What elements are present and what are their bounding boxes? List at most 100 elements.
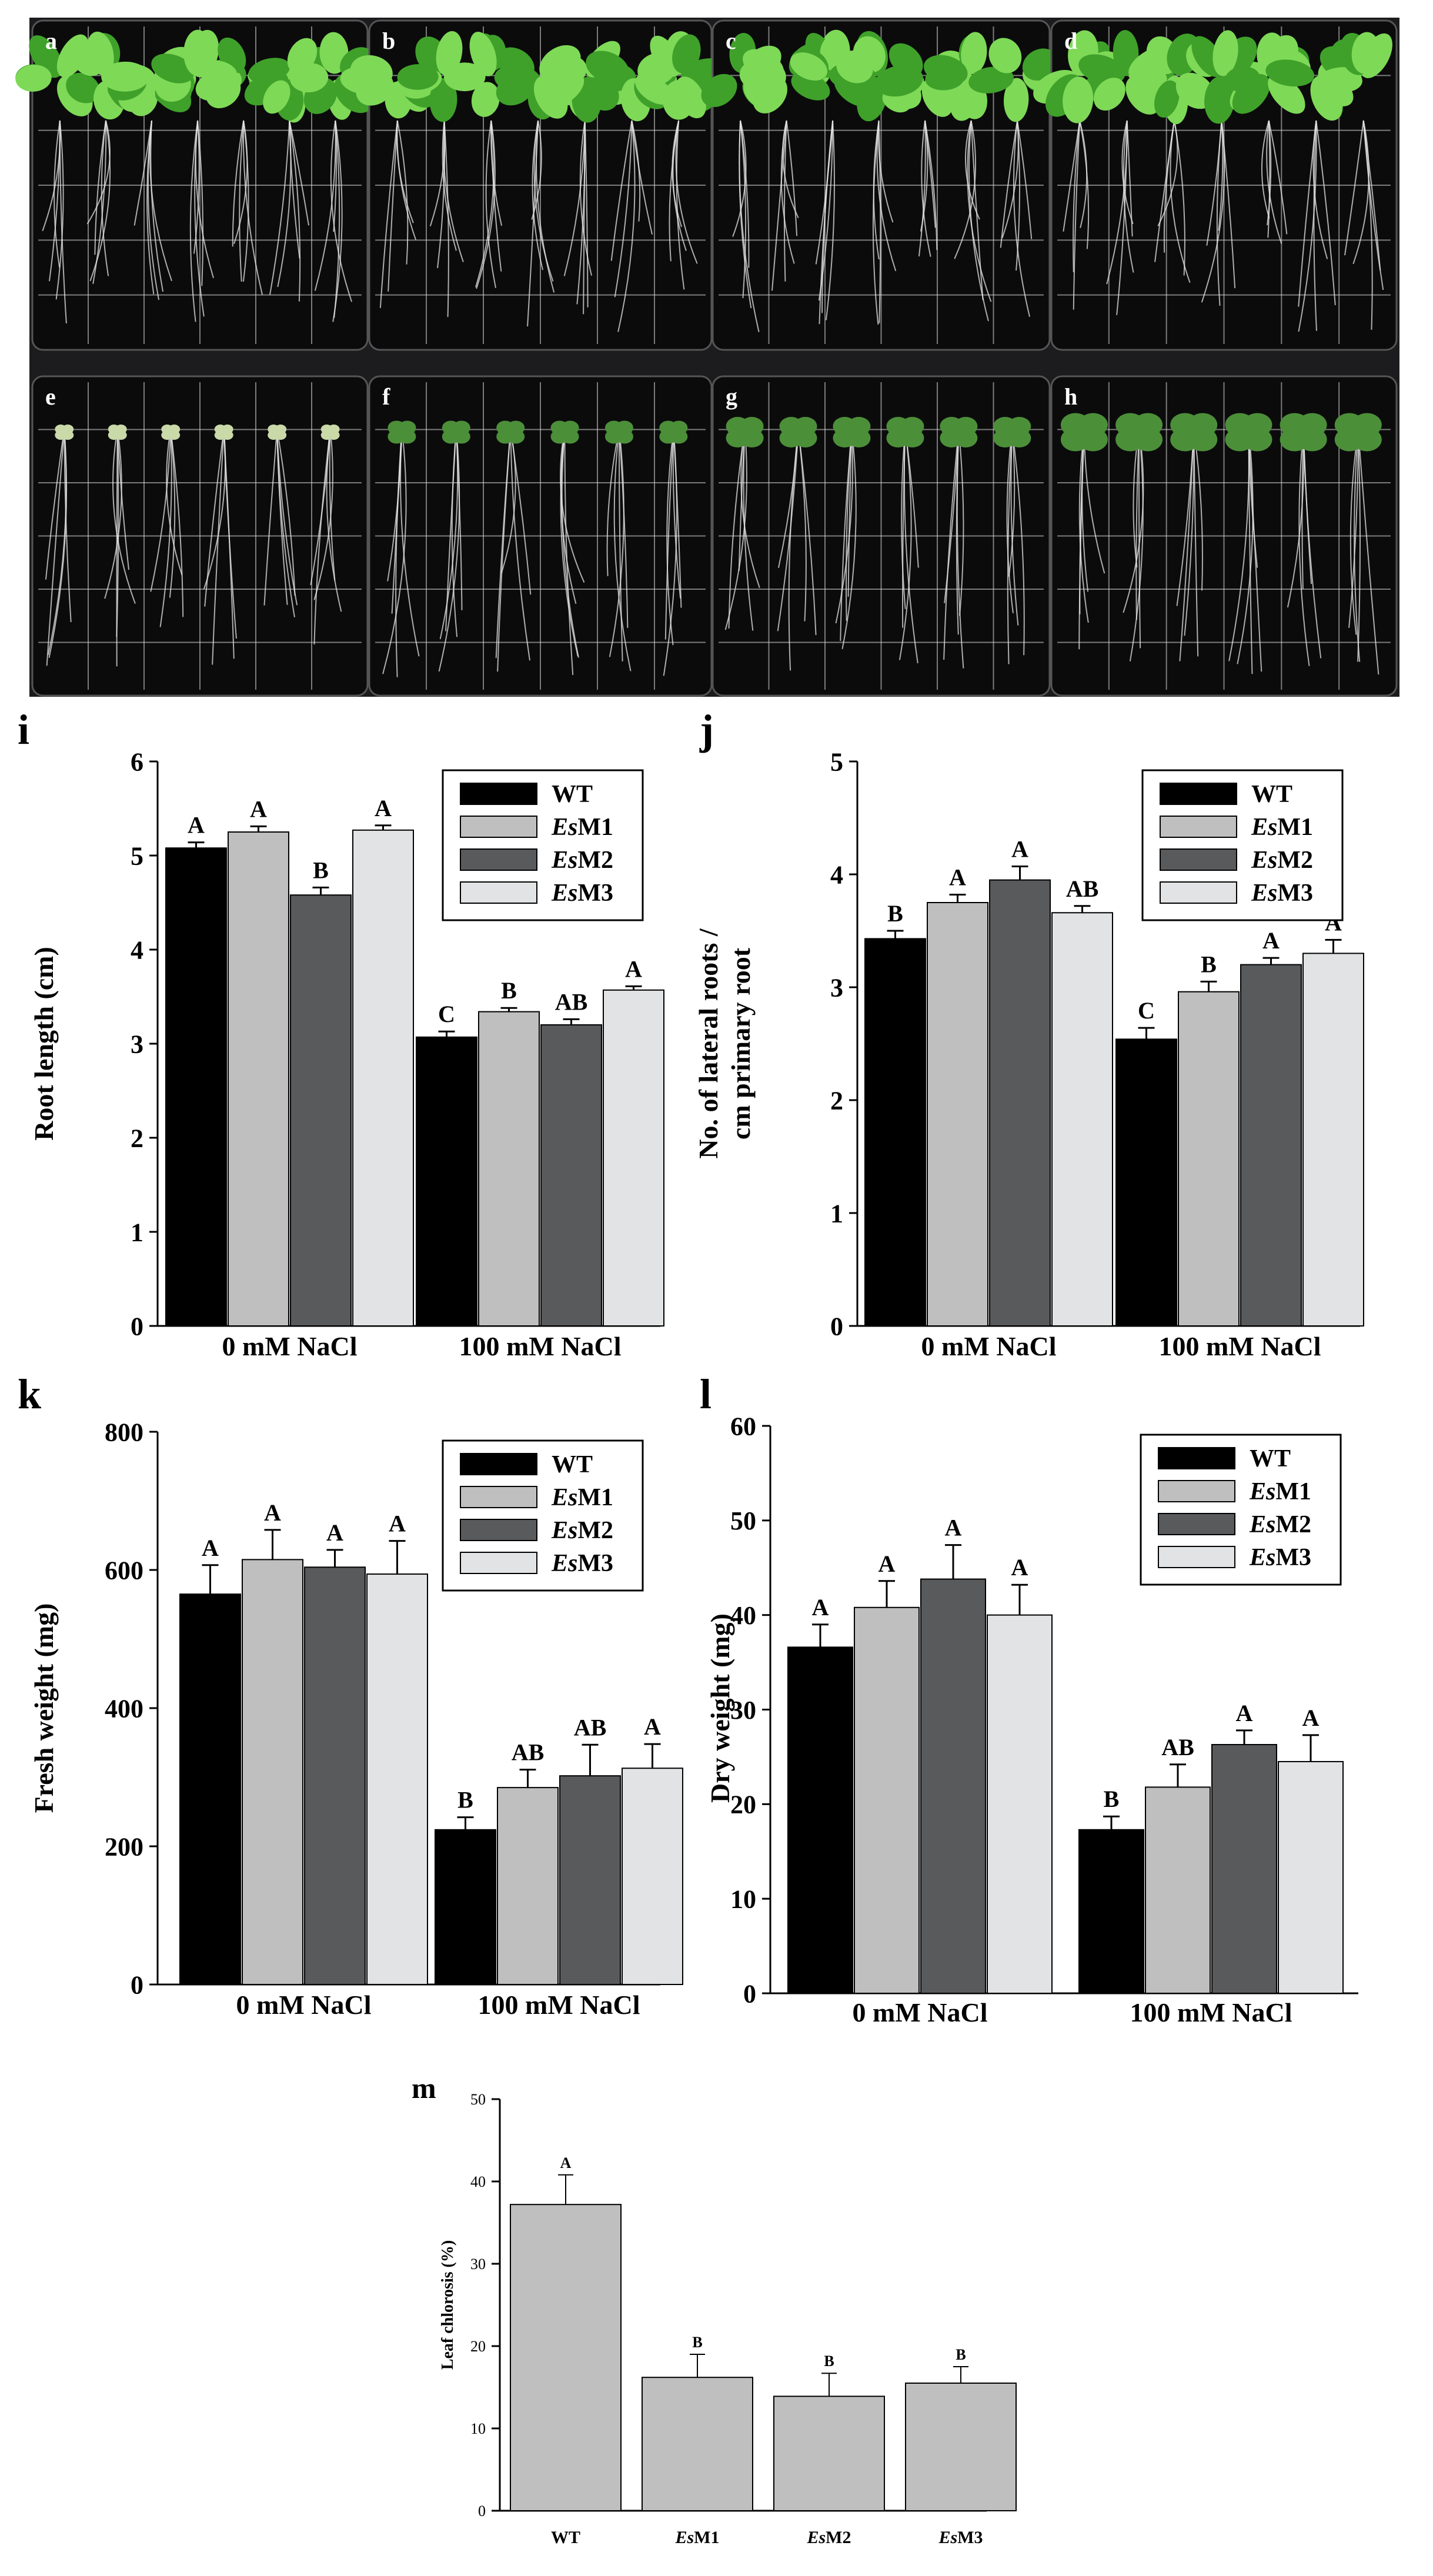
seedling-root — [956, 429, 964, 669]
seedling-leaf — [875, 65, 923, 97]
seedling-root — [1348, 429, 1359, 628]
seedling-root — [330, 120, 353, 302]
seedling-root — [1081, 429, 1089, 592]
photo-panel-b: b — [350, 19, 729, 351]
y-tick-label: 0 — [743, 1979, 756, 2008]
seedling-root — [133, 120, 153, 226]
seedling-leaf — [672, 34, 701, 74]
photo-panel-label: e — [45, 383, 56, 410]
seedling-leaf — [1268, 74, 1305, 114]
bar-EsM1 — [478, 1011, 540, 1327]
legend-swatch — [1160, 881, 1237, 904]
bar-WT — [179, 1593, 241, 1985]
seedling-root — [728, 429, 746, 629]
legend-entry: EsM3 — [551, 1550, 613, 1577]
y-tick-label: 5 — [131, 841, 143, 870]
seedling-leaf — [86, 31, 114, 76]
seedling-root — [212, 429, 225, 665]
legend-swatch — [460, 1552, 537, 1574]
seedling-root — [532, 120, 543, 270]
seedling-root — [1193, 429, 1199, 657]
seedling-leaf — [662, 80, 695, 120]
seedling-root — [618, 429, 623, 661]
seedling-leaf — [900, 429, 924, 447]
seedling-root — [563, 120, 586, 276]
seedling-root — [239, 120, 245, 282]
seedling-root — [1079, 120, 1088, 228]
seedling-root — [1344, 120, 1364, 256]
significance-letter: A — [1011, 836, 1028, 863]
seedling-root — [1267, 120, 1272, 226]
seedling-leaf — [328, 430, 340, 440]
significance-letter: B — [313, 857, 329, 883]
significance-letter: B — [887, 900, 903, 927]
seedling-leaf — [469, 32, 497, 76]
significance-letter: AB — [512, 1739, 545, 1766]
seedling-root — [166, 429, 183, 576]
seedling-root — [1123, 120, 1134, 273]
bar-EsM3 — [1278, 1760, 1344, 1994]
seedling-root — [531, 120, 542, 220]
panel-label: j — [699, 706, 714, 753]
seedling-root — [150, 120, 164, 292]
seedling-root — [740, 429, 760, 589]
y-tick-label: 200 — [105, 1832, 143, 1861]
seedling-root — [1017, 120, 1033, 239]
bar-EsM3 — [905, 2383, 1017, 2511]
legend-entry: EsM3 — [551, 880, 613, 907]
legend-swatch — [1158, 1447, 1235, 1469]
seedling-root — [1008, 429, 1016, 577]
seedling-root — [614, 120, 633, 298]
seedling-root — [395, 429, 403, 677]
seedling-leaf — [1352, 427, 1382, 452]
seedling-leaf — [790, 52, 827, 81]
seedling-root — [968, 120, 989, 322]
photo-panel-label: d — [1064, 28, 1077, 54]
y-tick-label: 3 — [830, 973, 843, 1002]
seedling-leaf — [443, 62, 486, 92]
significance-letter: A — [250, 796, 267, 822]
seedling-leaf — [988, 38, 1022, 73]
seedling-root — [59, 120, 67, 324]
seedling-root — [379, 120, 398, 308]
seedling-root — [1268, 120, 1288, 235]
seedling-leaf — [356, 72, 394, 106]
bar-EsM3 — [366, 1573, 428, 1986]
seedling-root — [1298, 120, 1317, 307]
seedling-root — [920, 120, 928, 232]
significance-letter: A — [625, 955, 642, 982]
seedling-root — [382, 429, 407, 674]
seedling-root — [1218, 120, 1224, 231]
seedling-root — [269, 120, 290, 295]
seedling-root — [872, 120, 880, 325]
seedling-root — [1138, 429, 1141, 649]
seedling-root — [146, 120, 155, 295]
seedling-root — [561, 429, 579, 658]
bar-WT — [165, 847, 227, 1327]
seedling-leaf — [615, 429, 633, 444]
seedling-root — [835, 429, 853, 624]
y-tick-label: 30 — [730, 1696, 756, 1725]
seedling-leaf — [1212, 30, 1238, 76]
x-category-label: EsM1 — [674, 2528, 719, 2547]
x-category-label: 100 mM NaCl — [459, 1331, 622, 1361]
seedling-root — [606, 429, 620, 576]
bar-EsM1 — [1145, 1786, 1211, 1994]
y-tick-label: 20 — [730, 1790, 756, 1819]
x-category-label: 100 mM NaCl — [478, 1990, 640, 2020]
seedling-leaf — [539, 45, 581, 82]
seedling-root — [197, 120, 204, 286]
seedling-root — [203, 429, 226, 590]
seedling-leaf — [1188, 427, 1218, 452]
seedling-leaf — [263, 80, 290, 114]
seedling-root — [443, 120, 464, 262]
photo-panel-label: c — [726, 28, 736, 54]
x-category-label: 100 mM NaCl — [1159, 1331, 1321, 1361]
seedling-leaf — [961, 32, 987, 75]
x-category-label: 100 mM NaCl — [1130, 1997, 1292, 2027]
x-category-label: EsM2 — [806, 2528, 851, 2547]
y-tick-label: 0 — [830, 1312, 843, 1341]
y-tick-label: 1 — [131, 1218, 143, 1247]
y-tick-label: 20 — [470, 2338, 486, 2355]
seedling-root — [564, 429, 574, 675]
